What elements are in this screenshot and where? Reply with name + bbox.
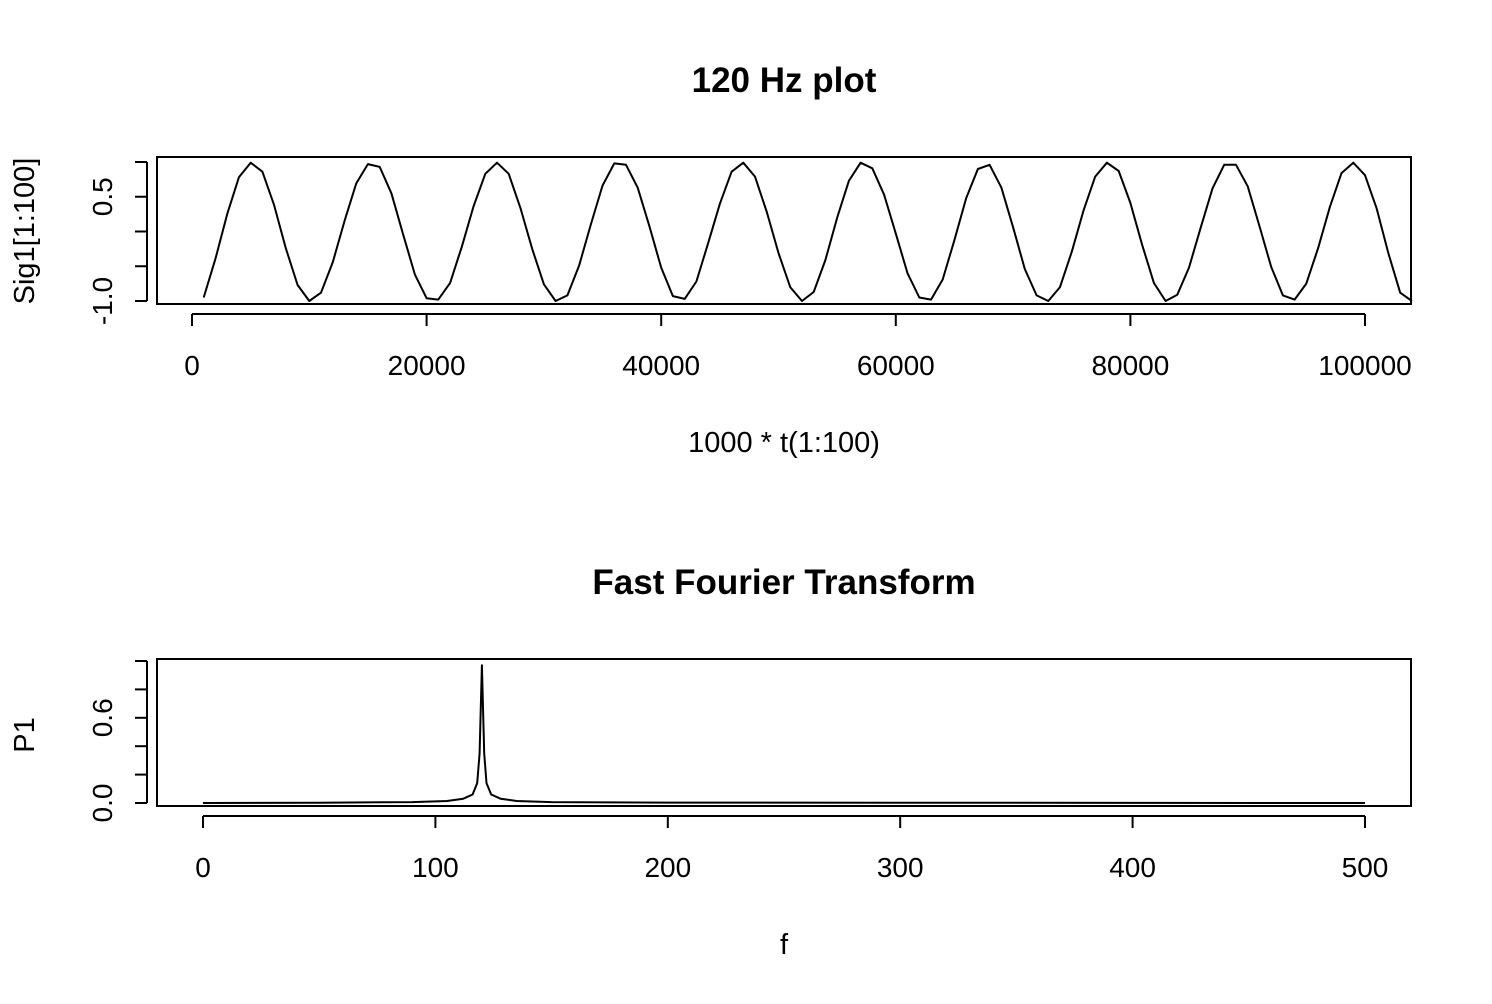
x-ticks: 0 100 200 300 400 500 [195,816,1388,883]
y-axis-label: Sig1[1:100] [9,158,41,305]
x-tick-label: 100 [412,852,459,883]
x-axis-label: f [780,929,789,961]
plot-frame [156,658,1412,807]
y-axis-label: P1 [9,717,41,752]
x-tick-label: 300 [877,852,924,883]
chart-120hz: 120 Hz plot 0 20000 40000 60000 80000 100000 … [9,61,1413,459]
chart-title: 120 Hz plot [692,61,877,100]
y-ticks: -1.0 0.5 [87,161,147,325]
x-tick-label: 20000 [388,350,466,381]
y-tick-label: 0.0 [87,784,118,823]
x-tick-label: 40000 [622,350,700,381]
chart-title: Fast Fourier Transform [592,563,975,602]
chart-fft: Fast Fourier Transform 0 100 200 300 400 500 … [9,563,1412,961]
x-tick-label: 200 [644,852,691,883]
y-tick-label: -1.0 [87,277,118,325]
y-tick-label: 0.6 [87,698,118,737]
x-tick-label: 400 [1109,852,1156,883]
x-ticks: 0 20000 40000 60000 80000 100000 [184,314,1412,381]
fft-spectrum-line [202,664,1366,804]
plot-frame [156,156,1412,305]
y-ticks: 0.0 0.6 [87,660,147,823]
x-tick-label: 0 [195,852,211,883]
y-tick-label: 0.5 [87,177,118,216]
x-tick-label: 500 [1342,852,1389,883]
signal-series-line [202,161,1413,302]
x-tick-label: 0 [184,350,200,381]
x-axis-label: 1000 * t(1:100) [688,427,880,459]
x-tick-label: 80000 [1091,350,1169,381]
x-tick-label: 100000 [1318,350,1411,381]
x-tick-label: 60000 [857,350,935,381]
